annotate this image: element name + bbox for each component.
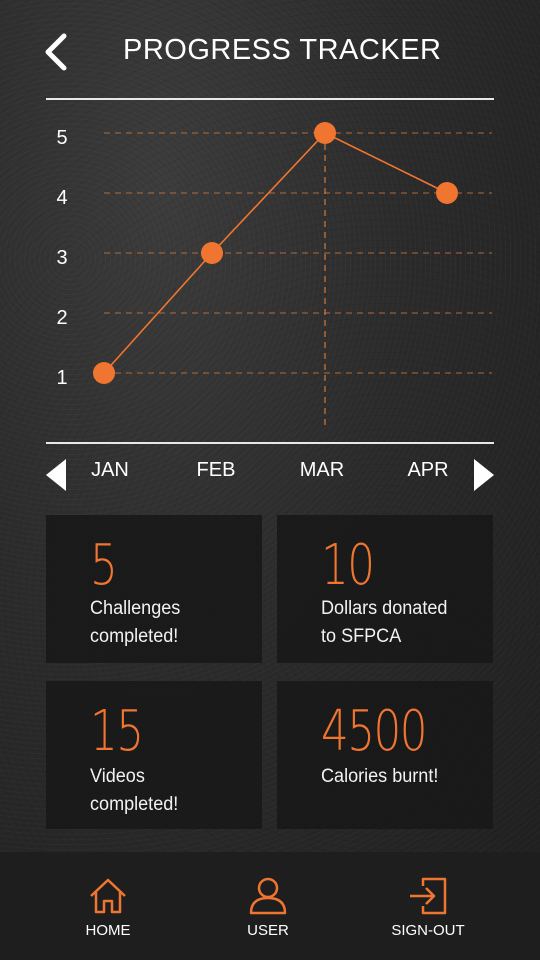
back-button[interactable] [40, 30, 80, 74]
data-point-apr [436, 182, 458, 204]
stat-label: Calories burnt! [321, 766, 439, 787]
stat-value: 10 [321, 533, 375, 598]
month-apr[interactable]: APR [407, 459, 449, 481]
triangle-left-icon [46, 459, 66, 491]
user-icon [249, 877, 287, 915]
stat-card-videos: 15 Videos completed! [46, 681, 262, 829]
series-line [103, 132, 448, 374]
page-title: PROGRESS TRACKER [123, 34, 442, 66]
nav-sign-out[interactable]: SIGN-OUT [358, 852, 498, 960]
nav-label: HOME [85, 922, 131, 939]
data-point-jan [93, 362, 115, 384]
stat-label: completed! [90, 626, 179, 647]
y-tick-label: 3 [56, 247, 67, 269]
stat-value: 4500 [321, 699, 427, 764]
month-mar[interactable]: MAR [299, 459, 345, 481]
header-divider [46, 98, 494, 100]
header: PROGRESS TRACKER [0, 0, 540, 100]
nav-home[interactable]: HOME [38, 852, 178, 960]
y-tick-label: 1 [56, 367, 67, 389]
stat-value: 15 [90, 699, 144, 764]
nav-label: USER [247, 922, 289, 939]
nav-label: SIGN-OUT [391, 922, 465, 939]
chevron-left-icon [45, 33, 67, 71]
month-jan[interactable]: JAN [91, 459, 129, 481]
progress-chart: 1 2 3 4 5 [56, 122, 492, 430]
bottom-navigation: HOME USER SIGN-OUT [0, 852, 540, 960]
sign-out-icon [410, 877, 447, 915]
stat-label: Dollars donated [321, 598, 448, 619]
stat-value: 5 [90, 533, 118, 598]
chart-divider [46, 442, 494, 444]
next-month-button[interactable] [472, 457, 496, 493]
triangle-right-icon [474, 459, 494, 491]
stat-label: Challenges [90, 598, 181, 619]
stat-card-donations: 10 Dollars donated to SFPCA [277, 515, 493, 663]
stat-label: to SFPCA [321, 626, 402, 647]
home-icon [90, 878, 126, 914]
month-feb[interactable]: FEB [196, 459, 236, 481]
month-navigation: JAN FEB MAR APR [0, 450, 540, 500]
y-tick-label: 5 [56, 127, 67, 149]
data-point-feb [201, 242, 223, 264]
prev-month-button[interactable] [44, 457, 68, 493]
y-tick-label: 2 [56, 307, 67, 329]
nav-user[interactable]: USER [198, 852, 338, 960]
stat-label: Videos [90, 766, 145, 787]
y-tick-label: 4 [56, 187, 67, 209]
stat-card-calories: 4500 Calories burnt! [277, 681, 493, 829]
stat-label: completed! [90, 794, 179, 815]
stat-card-challenges: 5 Challenges completed! [46, 515, 262, 663]
data-point-mar [314, 122, 336, 144]
